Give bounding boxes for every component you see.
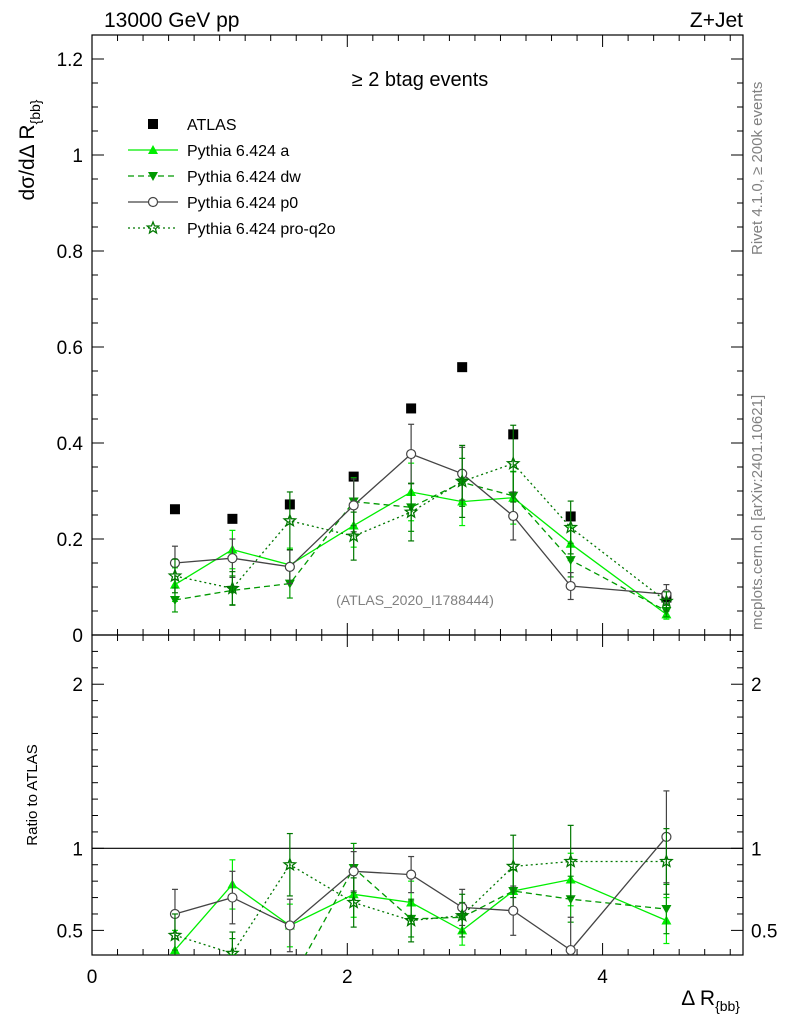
main-ytick-label: 1 (72, 146, 83, 167)
xtick-label: 2 (342, 967, 353, 988)
legend-label-atlas: ATLAS (187, 117, 237, 134)
ratio-point-pythia-6-424-p0 (565, 944, 576, 955)
legend: ATLAS Pythia 6.424 a Pythia 6.424 dw Pythia… (128, 117, 336, 238)
main-point-pythia-6-424-dw (169, 595, 180, 605)
energy-label: 13000 GeV pp (104, 9, 239, 32)
main-point-pythia-6-424-p0 (406, 448, 417, 460)
xtick-label: 4 (597, 967, 608, 988)
xlabel: Δ R{bb} (681, 987, 740, 1014)
ratio-ytick-label-right: 0.5 (751, 921, 777, 942)
main-point-pythia-6-424-pro-q2o (346, 528, 362, 543)
main-line-pythia-6-424-p0 (174, 453, 667, 595)
main-point-pythia-6-424-pro-q2o (454, 473, 470, 488)
main-point-pythia-6-424-p0 (348, 500, 359, 511)
ratio-line-pythia-6-424-pro-q2o (174, 860, 667, 955)
plot-title: ≥ 2 btag events (352, 69, 489, 91)
main-ylabel-text: dσ/dΔ R (16, 124, 39, 200)
ratio-ytick-label-right: 2 (751, 675, 762, 696)
legend-marker-pythia-6-424-p0 (147, 196, 159, 208)
main-point-pythia-6-424-p0 (508, 510, 519, 522)
ratio-series-pythia-6-424-dw (170, 842, 672, 988)
ratio-line-pythia-6-424-a (174, 878, 667, 951)
main-point-atlas (227, 513, 238, 524)
process-label: Z+Jet (690, 9, 743, 32)
ratio-series (167, 790, 674, 988)
legend-marker-pythia-6-424-dw (148, 172, 158, 181)
ratio-point-pythia-6-424-dw (285, 979, 295, 988)
xlabel-sub: {bb} (715, 998, 740, 1014)
main-point-pythia-6-424-pro-q2o (563, 519, 579, 534)
main-point-pythia-6-424-p0 (284, 561, 295, 572)
ratio-point-pythia-6-424-pro-q2o (563, 853, 579, 868)
ratio-axes: 0.5 0.5 1 1 2 2 0 2 4 (57, 635, 777, 988)
ratio-plot-frame (91, 634, 744, 956)
legend-label-pythia-6-424-a: Pythia 6.424 a (187, 143, 289, 160)
ratio-point-pythia-6-424-p0 (406, 869, 417, 880)
main-point-pythia-6-424-pro-q2o (403, 504, 419, 519)
main-point-atlas (348, 471, 359, 482)
main-point-pythia-6-424-dw (565, 556, 576, 566)
main-axes: 0 0.2 0.4 0.6 0.8 1 1.2 (57, 35, 743, 647)
main-line-pythia-6-424-dw (174, 481, 667, 612)
main-ytick-label: 0 (72, 626, 83, 647)
ratio-point-pythia-6-424-p0 (227, 892, 238, 903)
ratio-line-pythia-6-424-dw (304, 866, 667, 955)
main-point-pythia-6-424-p0 (227, 553, 238, 564)
ratio-ytick-label-left: 2 (72, 675, 83, 696)
ratio-point-pythia-6-424-pro-q2o (282, 856, 298, 872)
rivet-label: Rivet 4.1.0, ≥ 200k events (749, 82, 766, 255)
ratio-point-pythia-6-424-pro-q2o (505, 858, 521, 873)
legend-label-pythia-6-424-pro-q2o: Pythia 6.424 pro-q2o (187, 221, 336, 238)
ratio-point-pythia-6-424-pro-q2o (167, 927, 183, 942)
main-point-pythia-6-424-pro-q2o (505, 455, 521, 470)
main-point-pythia-6-424-pro-q2o (282, 513, 298, 528)
ratio-point-pythia-6-424-pro-q2o (659, 853, 674, 868)
main-ytick-label: 0.4 (57, 434, 84, 455)
ratio-ytick-label-right: 1 (751, 839, 762, 860)
main-ytick-label: 0.6 (57, 338, 83, 359)
mcplots-label: mcplots.cern.ch [arXiv:2401.10621] (749, 395, 766, 630)
main-series-pythia-6-424-p0 (169, 423, 672, 605)
ratio-point-pythia-6-424-dw (661, 905, 672, 915)
xtick-label: 0 (87, 967, 98, 988)
ratio-line-pythia-6-424-p0 (174, 836, 667, 951)
main-series (167, 362, 674, 620)
ratio-point-pythia-6-424-dw (227, 954, 238, 955)
ratio-ytick-label-left: 1 (72, 839, 83, 860)
main-point-pythia-6-424-pro-q2o (225, 580, 240, 595)
main-series-atlas (169, 362, 672, 603)
legend-label-pythia-6-424-p0: Pythia 6.424 p0 (187, 195, 298, 212)
main-ytick-label: 1.2 (57, 50, 83, 71)
ratio-ytick-label-left: 0.5 (57, 921, 83, 942)
ratio-ylabel: Ratio to ATLAS (24, 744, 41, 845)
ratio-point-pythia-6-424-pro-q2o (403, 912, 419, 927)
ratio-point-pythia-6-424-dw (170, 962, 180, 971)
analysis-watermark: (ATLAS_2020_I1788444) (336, 592, 494, 608)
ratio-point-pythia-6-424-pro-q2o (346, 894, 362, 909)
main-series-pythia-6-424-pro-q2o (167, 424, 674, 612)
main-line-pythia-6-424-pro-q2o (174, 462, 667, 602)
main-ytick-label: 0.2 (57, 530, 83, 551)
xlabel-text: Δ R (681, 987, 715, 1010)
main-point-pythia-6-424-pro-q2o (167, 568, 183, 583)
ratio-point-pythia-6-424-p0 (508, 905, 519, 916)
legend-marker-pythia-6-424-a (148, 145, 158, 154)
main-point-atlas (406, 403, 417, 414)
main-point-atlas (457, 362, 468, 373)
ratio-series-pythia-6-424-pro-q2o (167, 824, 674, 955)
main-ylabel-sub: {bb} (27, 99, 43, 124)
legend-marker-atlas (148, 119, 158, 129)
ratio-point-pythia-6-424-pro-q2o (454, 907, 470, 922)
legend-marker-pythia-6-424-pro-q2o (145, 220, 161, 235)
main-ytick-label: 0.8 (57, 242, 83, 263)
main-point-pythia-6-424-pro-q2o (659, 593, 674, 608)
main-point-pythia-6-424-p0 (565, 580, 576, 592)
ratio-point-pythia-6-424-p0 (284, 920, 295, 931)
ratio-point-pythia-6-424-p0 (348, 866, 359, 877)
main-ylabel: dσ/dΔ R{bb} (16, 99, 43, 200)
main-point-atlas (169, 504, 180, 515)
legend-label-pythia-6-424-dw: Pythia 6.424 dw (187, 169, 301, 186)
ratio-point-pythia-6-424-pro-q2o (225, 945, 240, 955)
